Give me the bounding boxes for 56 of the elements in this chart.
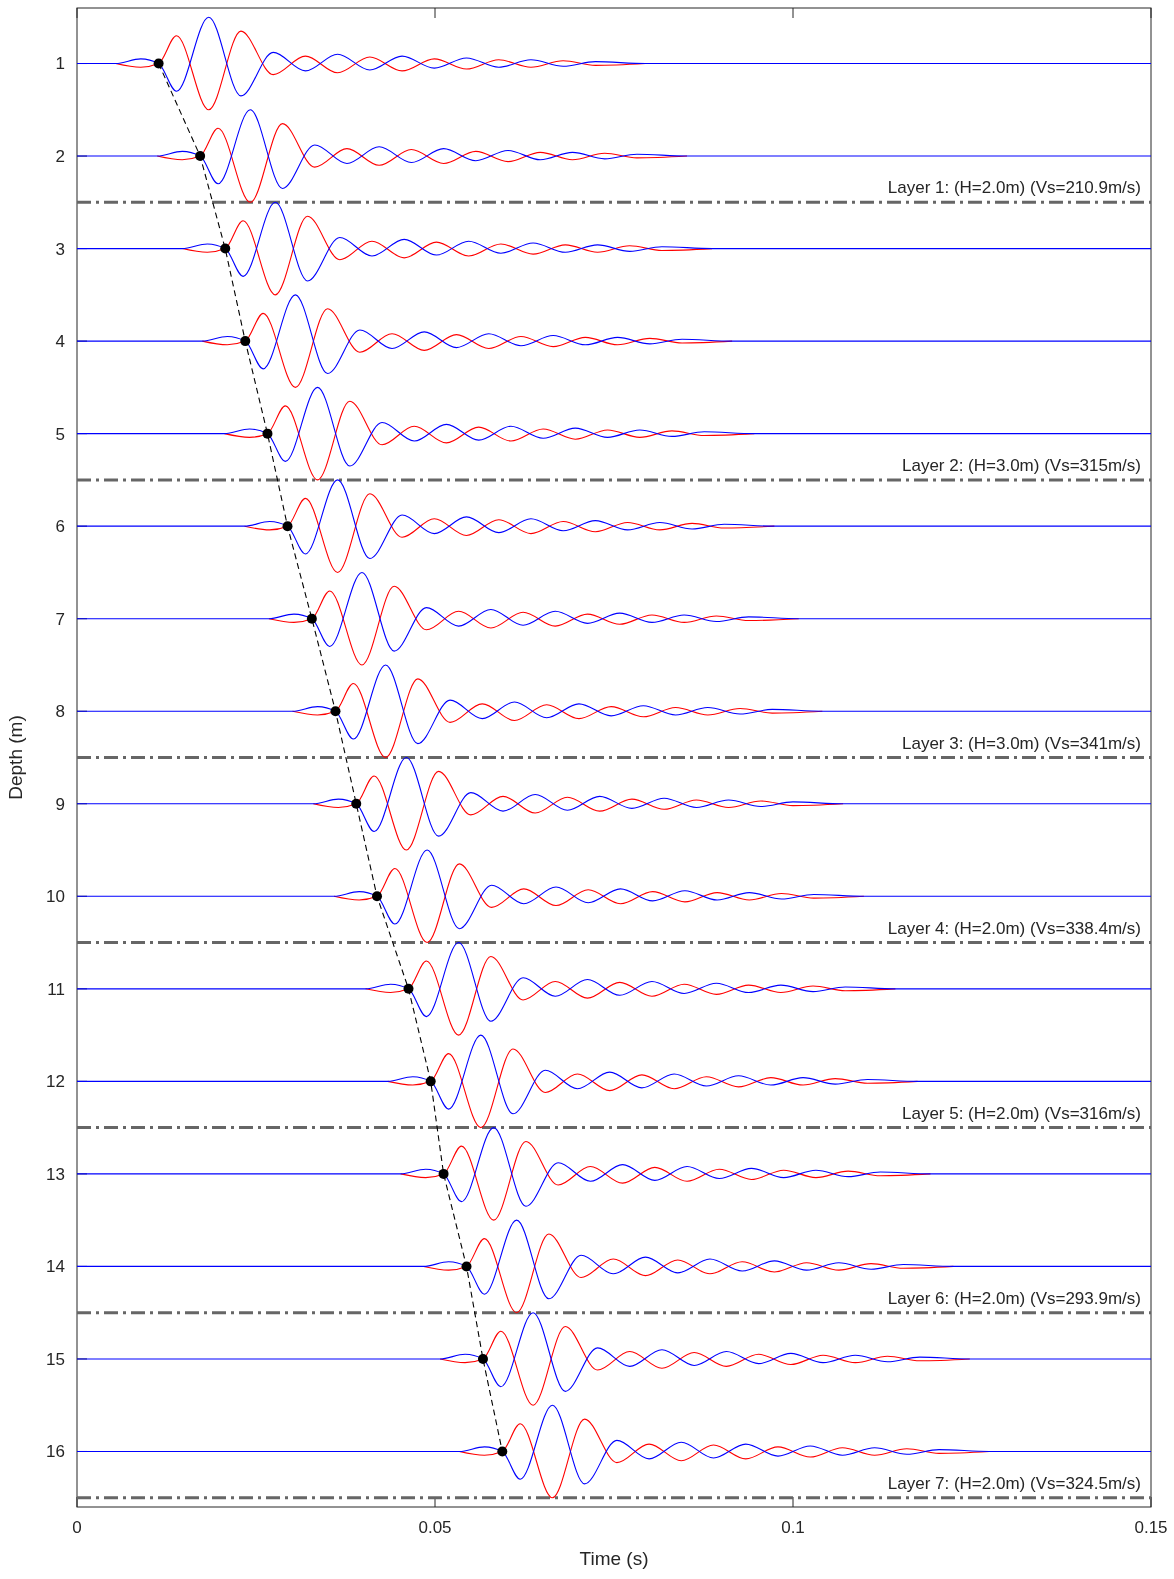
line-series [76, 294, 1152, 375]
annotation: Layer 2: (H=3.0m) (Vs=315m/s) [901, 455, 1141, 475]
point [195, 151, 206, 162]
x-tick-label: 0.15 [1134, 1518, 1168, 1537]
line-series [76, 756, 1152, 837]
y-tick-label: 13 [46, 1164, 65, 1184]
x-tick-label: 0.1 [781, 1518, 805, 1537]
line-series [76, 201, 1152, 282]
y-tick-label: 12 [46, 1072, 65, 1092]
point [372, 891, 382, 902]
point [220, 243, 231, 254]
line-series [76, 16, 1152, 97]
annotation: Layer 1: (H=2.0m) (Vs=210.9m/s) [887, 178, 1141, 198]
x-axis-title: Time (s) [579, 1548, 649, 1569]
y-tick-label: 1 [55, 54, 65, 74]
point [306, 613, 317, 624]
line-series [365, 955, 896, 1036]
line-series [312, 770, 844, 851]
point [425, 1076, 436, 1087]
annotation: Layer 3: (H=3.0m) (Vs=341m/s) [901, 733, 1141, 753]
y-tick-label: 2 [55, 147, 65, 166]
annotation: Layer 4: (H=2.0m) (Vs=338.4m/s) [887, 918, 1141, 938]
annotation: Layer 7: (H=2.0m) (Vs=324.5m/s) [887, 1473, 1141, 1493]
y-tick-label: 5 [55, 424, 65, 444]
point [240, 336, 251, 347]
y-axis-title: Depth (m) [5, 715, 26, 800]
line-series [76, 1312, 1152, 1392]
y-tick-label: 16 [46, 1442, 65, 1462]
point [153, 58, 164, 69]
y-tick-label: 15 [46, 1349, 65, 1369]
y-tick-label: 8 [55, 702, 65, 722]
point [497, 1446, 508, 1457]
point [351, 798, 362, 809]
line-series [76, 571, 1152, 652]
line-series [76, 942, 1152, 1022]
y-tick-label: 14 [46, 1257, 65, 1277]
point [438, 1168, 449, 1179]
y-tick-label: 9 [55, 794, 65, 814]
y-tick-label: 7 [55, 609, 65, 629]
y-tick-label: 4 [55, 332, 65, 352]
line-series [76, 1127, 1152, 1207]
point [461, 1261, 472, 1272]
y-tick-label: 11 [47, 979, 65, 999]
y-tick-label: 3 [55, 239, 65, 259]
point [262, 428, 273, 439]
annotation: Layer 5: (H=2.0m) (Vs=316m/s) [901, 1103, 1141, 1123]
point [477, 1353, 488, 1364]
y-tick-label: 6 [55, 517, 65, 537]
y-tick-label: 10 [46, 887, 65, 907]
annotation: Layer 6: (H=2.0m) (Vs=293.9m/s) [887, 1288, 1141, 1308]
line-series [76, 479, 1152, 560]
x-tick-label: 0 [72, 1518, 82, 1537]
point [282, 521, 293, 532]
point [330, 706, 341, 717]
x-tick-label: 0.05 [418, 1518, 452, 1537]
point [403, 983, 414, 994]
